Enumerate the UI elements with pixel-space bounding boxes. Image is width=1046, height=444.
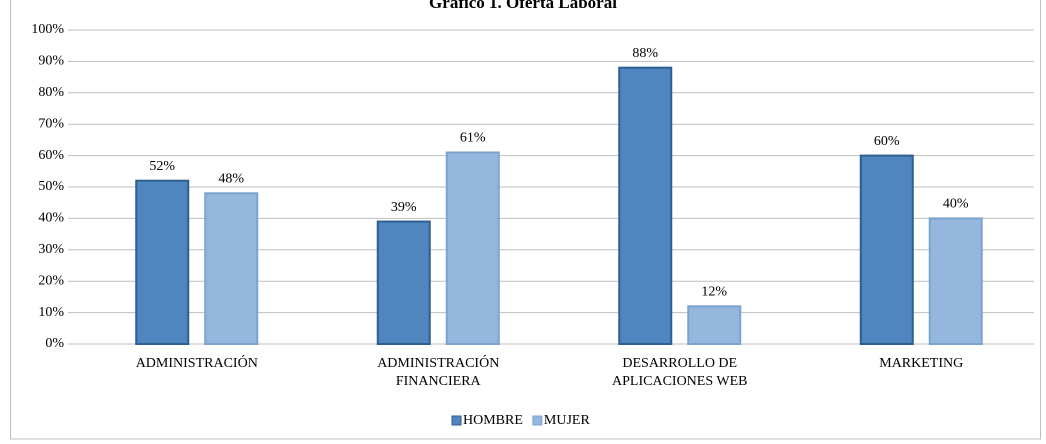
value-label: 48% (218, 171, 244, 186)
bar (687, 305, 742, 346)
value-label: 12% (701, 285, 727, 300)
bar (135, 179, 190, 345)
legend-label: MUJER (544, 413, 591, 428)
x-tick-label: MARKETING (879, 356, 963, 371)
value-label: 88% (632, 46, 658, 61)
y-tick-label: 10% (38, 305, 64, 320)
y-tick-label: 100% (31, 22, 64, 37)
value-label: 60% (874, 134, 900, 149)
y-tick-label: 80% (38, 85, 64, 100)
value-label: 39% (391, 200, 417, 215)
bar (376, 220, 431, 345)
bar (445, 151, 500, 345)
bar (928, 217, 983, 345)
y-tick-label: 40% (38, 211, 64, 226)
x-tick-label: ADMINISTRACIÓN FINANCIERA (377, 354, 499, 389)
y-tick-label: 30% (38, 242, 64, 257)
x-tick-label: ADMINISTRACIÓN (136, 354, 258, 371)
y-tick-label: 60% (38, 148, 64, 163)
y-tick-label: 70% (38, 116, 64, 131)
chart-title: Gráfico 1. Oferta Laboral (429, 0, 617, 12)
bar (618, 66, 673, 346)
y-tick-label: 0% (45, 336, 64, 351)
legend-label: HOMBRE (463, 413, 523, 428)
value-label: 40% (943, 197, 969, 212)
bar (859, 154, 914, 345)
y-tick-label: 20% (38, 273, 64, 288)
legend-swatch (532, 415, 543, 426)
y-tick-label: 90% (38, 54, 64, 69)
x-tick-label: DESARROLLO DE APLICACIONES WEB (612, 356, 747, 389)
value-label: 61% (460, 131, 486, 146)
value-label: 52% (149, 159, 175, 174)
y-tick-label: 50% (38, 179, 64, 194)
bar (204, 192, 259, 345)
legend-swatch (451, 415, 462, 426)
